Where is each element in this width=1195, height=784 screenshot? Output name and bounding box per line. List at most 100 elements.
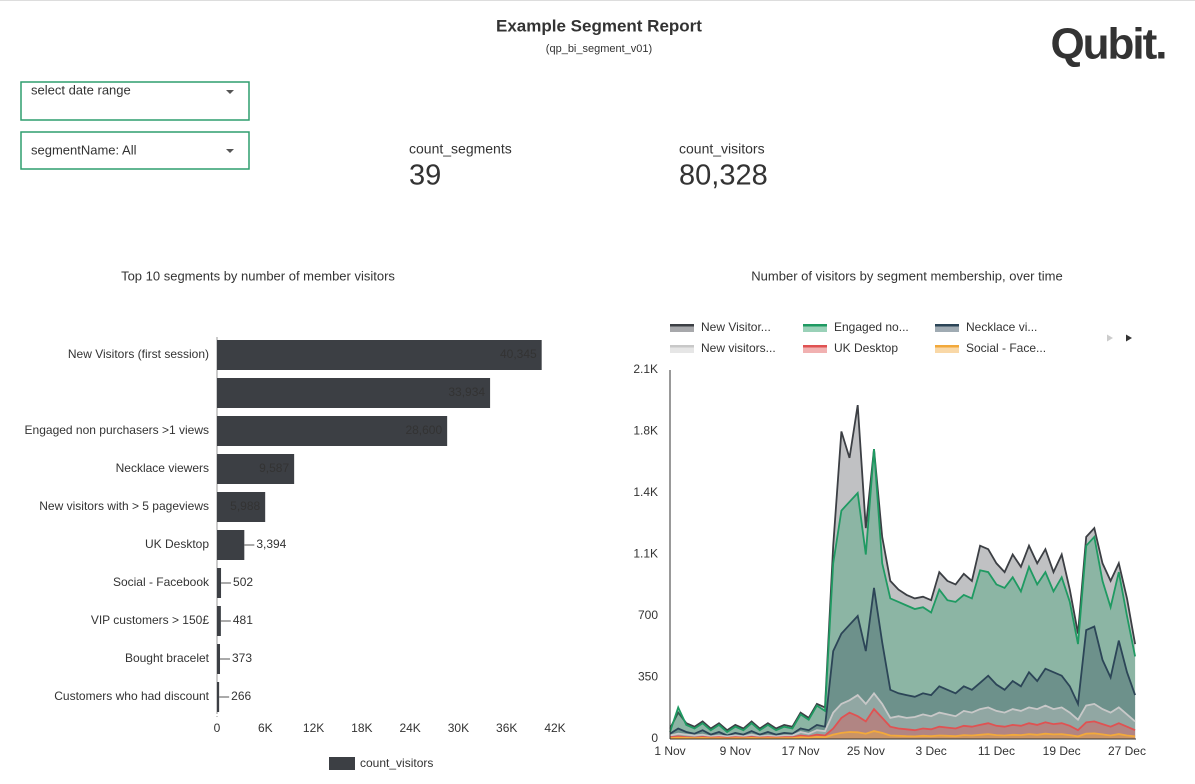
legend-swatch-line (803, 324, 827, 327)
scorecard-label: count_visitors (679, 141, 765, 157)
y-tick-label: New visitors with > 5 pageviews (39, 499, 209, 513)
data-label: 33,934 (448, 385, 485, 399)
legend-swatch-line (935, 345, 959, 348)
x-tick-label: 3 Dec (915, 744, 946, 758)
legend-swatch (329, 757, 355, 770)
dropdown-arrow (226, 90, 234, 94)
area (670, 587, 1136, 739)
dropdown-arrow (226, 149, 234, 153)
legend-label: UK Desktop (834, 341, 898, 355)
bar (217, 492, 266, 522)
data-label: 502 (233, 575, 253, 589)
x-tick-label: 24K (399, 721, 420, 735)
x-tick-label: 19 Dec (1043, 744, 1081, 758)
x-tick-label: 12K (303, 721, 324, 735)
x-tick-label: 6K (258, 721, 273, 735)
x-tick-label: 27 Dec (1108, 744, 1146, 758)
legend-label: Social - Face... (966, 341, 1046, 355)
legend-swatch-line (670, 345, 694, 348)
y-tick-label: 1.4K (633, 485, 658, 499)
legend-label: count_visitors (360, 756, 433, 770)
x-tick-label: 0 (214, 721, 221, 735)
bar (217, 416, 448, 446)
scorecard-value: 39 (409, 160, 441, 192)
area (670, 449, 1136, 739)
control-label: segmentName: All (31, 142, 137, 157)
data-label: 481 (233, 613, 253, 627)
data-label: 5,988 (230, 499, 260, 513)
legend-swatch (670, 324, 694, 332)
y-tick-label: Social - Facebook (113, 575, 210, 589)
chart-title: Top 10 segments by number of member visi… (121, 268, 395, 283)
legend-swatch (935, 345, 959, 353)
y-tick-label: Necklace viewers (116, 461, 209, 475)
bar (217, 606, 221, 636)
legend-swatch-line (935, 324, 959, 327)
x-tick-label: 11 Dec (978, 744, 1015, 758)
control-label: select date range (31, 82, 131, 97)
y-tick-label: UK Desktop (145, 537, 209, 551)
legend-next[interactable] (1126, 334, 1132, 342)
data-label: 3,394 (256, 537, 286, 551)
x-tick-label: 42K (544, 721, 565, 735)
x-tick-label: 36K (496, 721, 517, 735)
bar (217, 378, 491, 408)
y-tick-label: 350 (638, 670, 658, 684)
y-tick-label: 1.1K (633, 547, 658, 561)
report-title: Example Segment Report (496, 16, 702, 35)
y-tick-label: VIP customers > 150£ (91, 613, 210, 627)
y-tick-label: Customers who had discount (54, 689, 209, 703)
x-tick-label: 18K (351, 721, 372, 735)
line (669, 587, 1136, 737)
data-label: 266 (231, 689, 251, 703)
legend-label: Engaged no... (834, 320, 909, 334)
data-label: 9,587 (259, 461, 289, 475)
data-label: 373 (232, 651, 252, 665)
legend-swatch (803, 345, 827, 353)
y-tick-label: 700 (638, 608, 658, 622)
area (670, 731, 1136, 739)
legend-swatch (803, 324, 827, 332)
chart-title: Number of visitors by segment membership… (751, 268, 1062, 283)
legend-swatch (935, 324, 959, 332)
bar (217, 340, 542, 370)
report-subtitle: (qp_bi_segment_v01) (546, 43, 652, 55)
legend-swatch-line (670, 324, 694, 327)
area (670, 709, 1136, 739)
line (669, 449, 1136, 734)
scorecard-label: count_segments (409, 141, 512, 157)
data-label: 40,345 (500, 347, 537, 361)
bar (217, 530, 245, 560)
y-tick-label: 2.1K (633, 362, 658, 376)
x-tick-label: 9 Nov (720, 744, 751, 758)
x-tick-label: 1 Nov (654, 744, 685, 758)
legend-swatch-line (803, 345, 827, 348)
line (669, 730, 1136, 740)
legend-label: Necklace vi... (966, 320, 1037, 334)
y-tick-label: Bought bracelet (125, 651, 210, 665)
area (670, 405, 1136, 739)
legend-label: New visitors... (701, 341, 776, 355)
x-tick-label: 30K (448, 721, 469, 735)
bar (217, 568, 222, 598)
legend-prev[interactable] (1107, 334, 1113, 342)
data-label: 28,600 (405, 423, 442, 437)
bar (217, 682, 220, 712)
date-range-control[interactable] (20, 81, 250, 121)
y-tick-label: 0 (651, 731, 658, 745)
bar (217, 644, 221, 674)
line (669, 691, 1136, 738)
line (669, 404, 1136, 732)
y-tick-label: 1.8K (633, 424, 658, 438)
area (670, 693, 1136, 739)
x-tick-label: 17 Nov (782, 744, 820, 758)
scorecard-value: 80,328 (679, 160, 768, 192)
logo: Qubit. (1050, 20, 1165, 69)
y-tick-label: New Visitors (first session) (68, 347, 209, 361)
x-tick-label: 25 Nov (847, 744, 885, 758)
segment-control[interactable] (20, 131, 250, 170)
y-tick-label: Engaged non purchasers >1 views (25, 423, 209, 437)
bar (217, 454, 295, 484)
